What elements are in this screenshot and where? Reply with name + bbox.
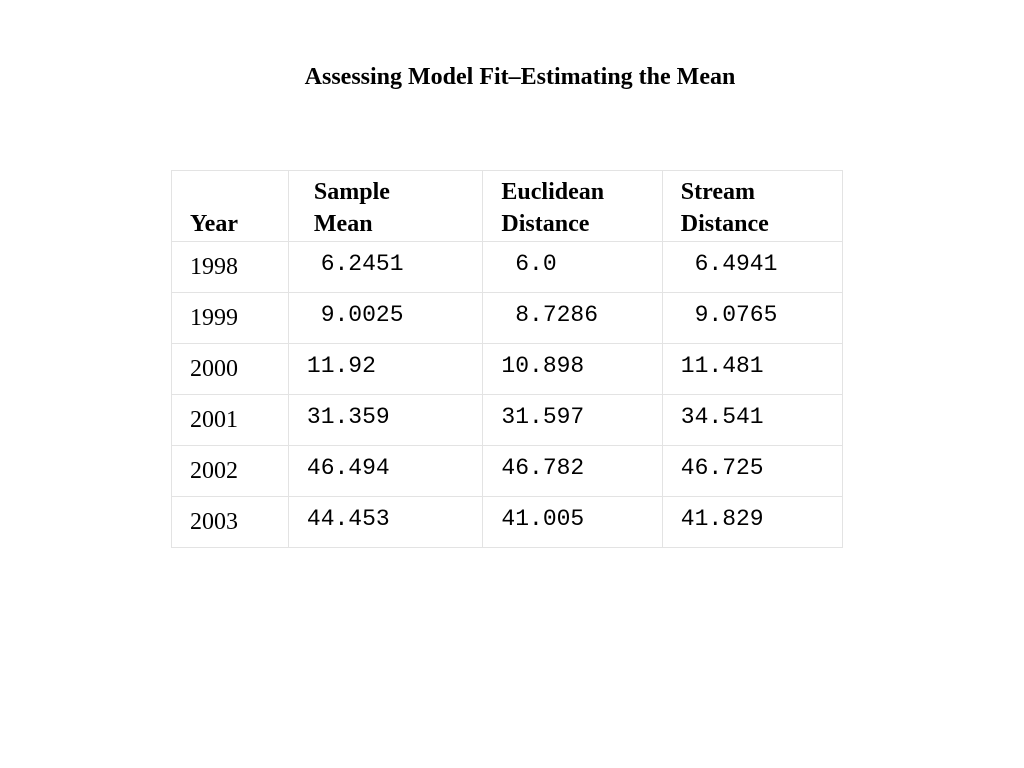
euclidean-distance-cell: 41.005	[482, 496, 663, 548]
euclidean-distance-cell: 46.782	[482, 445, 663, 497]
header-sample-mean-label: Sample Mean	[313, 179, 390, 237]
sample-mean-cell: 6.2451	[287, 241, 484, 293]
slide-title: Assessing Model Fit–Estimating the Mean	[304, 64, 736, 90]
euclidean-distance-cell: 10.898	[482, 343, 663, 395]
sample-mean-cell: 46.494	[287, 445, 484, 497]
table-row: 2003 44.453 41.005 41.829	[171, 496, 844, 548]
header-sample-mean: Sample Mean	[287, 170, 484, 242]
stream-distance-cell: 9.0765	[661, 292, 844, 344]
year-cell: 2002	[171, 445, 289, 497]
stream-distance-cell: 34.541	[661, 394, 844, 446]
year-cell: 1998	[171, 241, 289, 293]
sample-mean-cell: 11.92	[287, 343, 484, 395]
euclidean-distance-cell: 8.7286	[482, 292, 663, 344]
header-year: Year	[171, 170, 289, 242]
header-stream-distance: Stream Distance	[661, 170, 844, 242]
stream-distance-cell: 11.481	[661, 343, 844, 395]
table-row: 2002 46.494 46.782 46.725	[171, 445, 844, 497]
year-cell: 2000	[171, 343, 289, 395]
table-body: 1998 6.2451 6.0 6.4941 1999 9.0025 8.728…	[171, 241, 844, 548]
year-cell: 2001	[171, 394, 289, 446]
euclidean-distance-cell: 6.0	[482, 241, 663, 293]
stream-distance-cell: 6.4941	[661, 241, 844, 293]
table-header: Year Sample Mean Euclidean Distance Stre…	[171, 170, 844, 242]
year-cell: 1999	[171, 292, 289, 344]
stream-distance-cell: 46.725	[661, 445, 844, 497]
table-row: 1999 9.0025 8.7286 9.0765	[171, 292, 844, 344]
header-year-label: Year	[190, 211, 238, 237]
year-cell: 2003	[171, 496, 289, 548]
stream-distance-cell: 41.829	[661, 496, 844, 548]
header-euclidean-distance: Euclidean Distance	[482, 170, 663, 242]
table-row: 1998 6.2451 6.0 6.4941	[171, 241, 844, 293]
table-row: 2000 11.92 10.898 11.481	[171, 343, 844, 395]
table-row: 2001 31.359 31.597 34.541	[171, 394, 844, 446]
model-fit-table: Year Sample Mean Euclidean Distance Stre…	[171, 170, 844, 548]
header-euclidean-distance-label: Euclidean Distance	[501, 179, 605, 237]
euclidean-distance-cell: 31.597	[482, 394, 663, 446]
sample-mean-cell: 9.0025	[287, 292, 484, 344]
sample-mean-cell: 44.453	[287, 496, 484, 548]
sample-mean-cell: 31.359	[287, 394, 484, 446]
header-row: Year Sample Mean Euclidean Distance Stre…	[171, 170, 844, 242]
header-stream-distance-label: Stream Distance	[680, 179, 769, 237]
